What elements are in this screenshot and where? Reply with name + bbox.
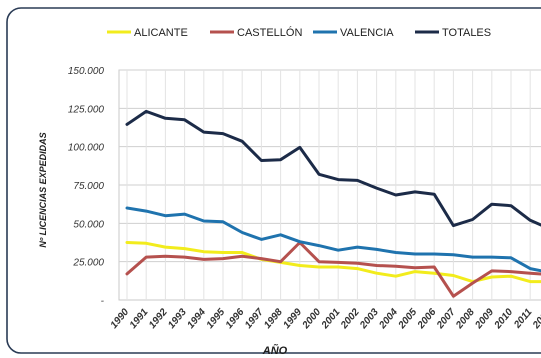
series-line-castelln	[125, 241, 541, 298]
y-tick-label: 100.000	[68, 143, 105, 154]
y-axis-title: Nº LICENCIAS EXPEDIDAS	[38, 132, 48, 247]
x-tick-label: 2012	[530, 307, 541, 332]
legend-label: ALICANTE	[134, 27, 188, 39]
series-line-valencia	[125, 206, 541, 273]
legend-label: TOTALES	[442, 27, 491, 39]
legend: ALICANTE CASTELLÓN VALENCIA TOTALES	[107, 26, 491, 39]
y-tick-label: -	[101, 296, 105, 307]
legend-label: VALENCIA	[340, 27, 394, 39]
y-tick-label: 50.000	[73, 219, 104, 230]
y-tick-label: 75.000	[73, 181, 104, 192]
y-tick-label: 25.000	[72, 258, 104, 269]
legend-label: CASTELLÓN	[237, 26, 302, 39]
y-tick-label: 150.000	[68, 66, 105, 77]
y-axis-ticks: - 25.000 50.000 75.000 100.000 125.000 150.000	[68, 66, 105, 307]
series-lines	[125, 109, 541, 298]
grid-lines	[119, 69, 541, 300]
series-line-totales	[125, 109, 541, 228]
x-axis-title: AÑO	[262, 344, 288, 357]
y-tick-label: 125.000	[68, 104, 105, 115]
